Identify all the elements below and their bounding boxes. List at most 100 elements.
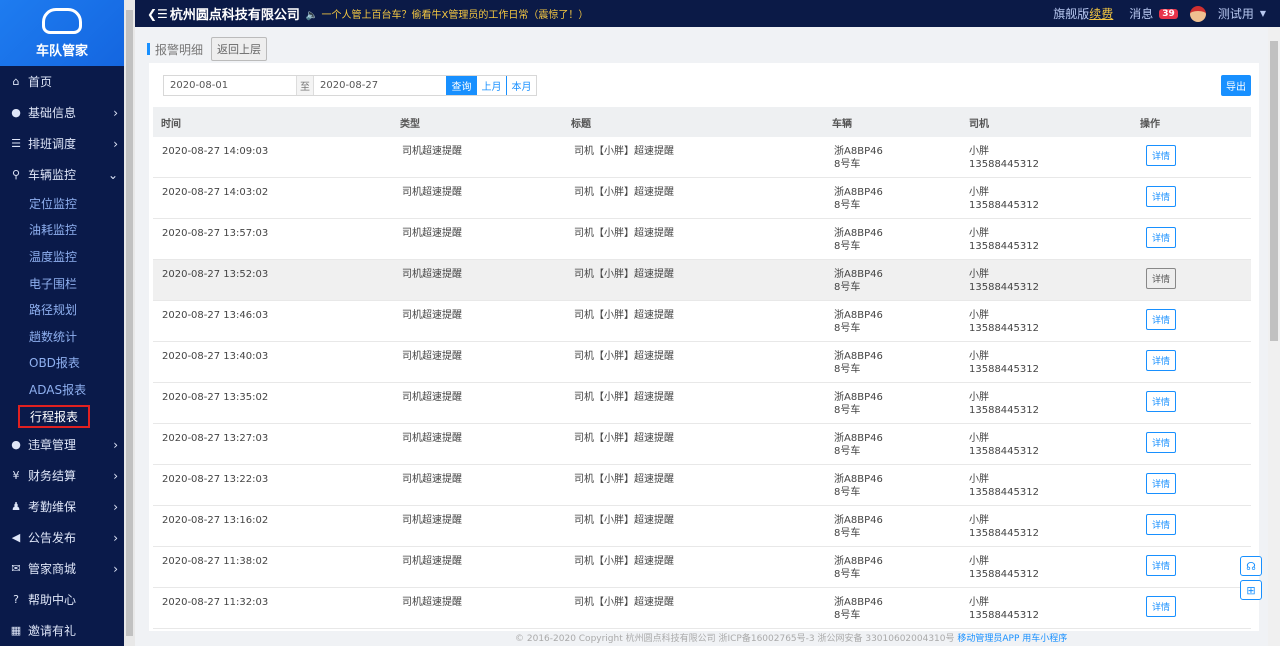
sidebar-subitem[interactable]: 温度监控 — [29, 249, 78, 264]
message-count-badge: 39 — [1159, 8, 1178, 19]
table-row[interactable]: 2020-08-27 13:40:03 司机超速提醒 司机【小胖】超速提醒 浙A… — [153, 342, 1251, 383]
sidebar-item[interactable]: ☰ 排班调度 › — [11, 136, 118, 152]
customer-service-button[interactable]: ☊ — [1240, 556, 1262, 576]
export-button[interactable]: 导出 — [1221, 75, 1251, 96]
renew-link[interactable]: 续费 — [1089, 7, 1114, 21]
brand-name: 车队管家 — [35, 43, 88, 59]
location-icon: ⚲ — [11, 168, 21, 181]
time-cell: 2020-08-27 13:46:03 — [162, 310, 269, 321]
logo[interactable]: 车队管家 — [0, 0, 124, 66]
sidebar-item[interactable]: ? 帮助中心 — [0, 584, 124, 615]
column-header: 车辆 — [832, 118, 852, 130]
sidebar-subitem[interactable]: ADAS报表 — [29, 382, 87, 397]
vehicle-cell: 浙A8BP46 8号车 — [834, 392, 883, 416]
alarm-table: 时间 类型 标题 车辆 司机 操作 2020-08-27 14:09:03 司机超速提醒 … — [153, 107, 1251, 629]
chevron-right-icon: › — [113, 136, 118, 151]
last-month-button[interactable]: 上月 — [476, 76, 506, 95]
gift-button[interactable]: ⊞ — [1240, 580, 1262, 600]
mini-program-link[interactable]: 用车小程序 — [1022, 634, 1068, 644]
gift-icon: ⊞ — [1246, 583, 1256, 597]
title-cell: 司机【小胖】超速提醒 — [574, 146, 674, 157]
details-button[interactable]: 详情 — [1146, 432, 1177, 453]
table-row[interactable]: 2020-08-27 13:52:03 司机超速提醒 司机【小胖】超速提醒 浙A… — [153, 260, 1251, 301]
chevron-right-icon: › — [113, 437, 118, 452]
time-cell: 2020-08-27 11:32:03 — [162, 597, 269, 608]
details-button[interactable]: 详情 — [1146, 186, 1177, 207]
sidebar-item[interactable]: ● 基础信息 › — [11, 105, 118, 121]
sidebar-subitem[interactable]: 路径规划 — [29, 303, 78, 318]
end-date-input[interactable] — [314, 76, 446, 95]
driver-cell: 小胖 13588445312 — [969, 228, 1039, 252]
details-button[interactable]: 详情 — [1146, 350, 1177, 371]
sidebar-item[interactable]: ● 违章管理 › — [11, 437, 118, 453]
table-row[interactable]: 2020-08-27 11:38:02 司机超速提醒 司机【小胖】超速提醒 浙A… — [153, 547, 1251, 588]
details-button[interactable]: 详情 — [1146, 473, 1177, 494]
sidebar-subitem[interactable]: 定位监控 — [29, 196, 78, 211]
sidebar-subitem[interactable]: OBD报表 — [29, 356, 80, 371]
time-cell: 2020-08-27 13:40:03 — [162, 351, 269, 362]
sidebar-item[interactable]: ¥ 财务结算 › — [0, 460, 124, 491]
sidebar-subitem[interactable]: 行程报表 — [0, 403, 124, 430]
sidebar-item[interactable]: ♟ 考勤维保 › — [11, 499, 118, 515]
table-row[interactable]: 2020-08-27 13:22:03 司机超速提醒 司机【小胖】超速提醒 浙A… — [153, 465, 1251, 506]
table-row[interactable]: 2020-08-27 14:09:03 司机超速提醒 司机【小胖】超速提醒 浙A… — [153, 137, 1251, 178]
vehicle-cell: 浙A8BP46 8号车 — [834, 310, 883, 334]
details-button[interactable]: 详情 — [1146, 514, 1177, 535]
details-button[interactable]: 详情 — [1146, 145, 1177, 166]
date-filter: 至 查询 上月 本月 — [163, 75, 537, 96]
this-month-button[interactable]: 本月 — [506, 76, 536, 95]
table-row[interactable]: 2020-08-27 13:46:03 司机超速提醒 司机【小胖】超速提醒 浙A… — [153, 301, 1251, 342]
details-button[interactable]: 详情 — [1146, 227, 1177, 248]
vehicle-cell: 浙A8BP46 8号车 — [834, 351, 883, 375]
column-header: 司机 — [969, 118, 989, 130]
sidebar-item[interactable]: ⚲ 车辆监控 ⌄ — [11, 167, 118, 183]
details-button[interactable]: 详情 — [1146, 555, 1177, 576]
driver-cell: 小胖 13588445312 — [969, 474, 1039, 498]
sidebar-item[interactable]: ✉ 管家商城 › — [11, 561, 118, 577]
sidebar-subitem[interactable]: 油耗监控 — [29, 223, 78, 238]
title-cell: 司机【小胖】超速提醒 — [574, 228, 674, 239]
table-row[interactable]: 2020-08-27 14:03:02 司机超速提醒 司机【小胖】超速提醒 浙A… — [153, 178, 1251, 219]
company-name: 杭州圆点科技有限公司 — [169, 8, 300, 23]
type-cell: 司机超速提醒 — [402, 228, 462, 239]
car-logo-icon — [42, 7, 82, 34]
details-button[interactable]: 详情 — [1146, 596, 1177, 617]
caret-down-icon[interactable]: ▼ — [1259, 9, 1266, 18]
table-row[interactable]: 2020-08-27 13:27:03 司机超速提醒 司机【小胖】超速提醒 浙A… — [153, 424, 1251, 465]
sidebar-scrollbar[interactable] — [124, 0, 135, 646]
details-button[interactable]: 详情 — [1146, 391, 1177, 412]
sidebar-subitem[interactable]: 电子围栏 — [29, 276, 78, 291]
driver-cell: 小胖 13588445312 — [969, 310, 1039, 334]
back-button[interactable]: 返回上层 — [211, 37, 268, 61]
driver-cell: 小胖 13588445312 — [969, 433, 1039, 457]
details-button[interactable]: 详情 — [1146, 309, 1177, 330]
sidebar-item[interactable]: ◀ 公告发布 › — [11, 530, 118, 546]
time-cell: 2020-08-27 13:35:02 — [162, 392, 269, 403]
start-date-input[interactable] — [164, 76, 296, 95]
type-cell: 司机超速提醒 — [402, 556, 462, 567]
details-button[interactable]: 详情 — [1146, 268, 1177, 289]
chevron-right-icon: › — [113, 468, 118, 483]
table-row[interactable]: 2020-08-27 13:57:03 司机超速提醒 司机【小胖】超速提醒 浙A… — [153, 219, 1251, 260]
collapse-menu-icon[interactable]: ❮☰ — [147, 6, 168, 21]
user-menu[interactable]: 测试用 — [1217, 7, 1254, 21]
query-button[interactable]: 查询 — [446, 76, 476, 95]
table-row[interactable]: 2020-08-27 13:16:02 司机超速提醒 司机【小胖】超速提醒 浙A… — [153, 506, 1251, 547]
title-cell: 司机【小胖】超速提醒 — [574, 597, 674, 608]
vehicle-cell: 浙A8BP46 8号车 — [834, 515, 883, 539]
notice-link[interactable]: 🔈 一个人管上百台车？偷看牛X管理员的工作日常（震惊了！） — [305, 10, 589, 21]
type-cell: 司机超速提醒 — [402, 392, 462, 403]
admin-app-link[interactable]: 移动管理员APP — [957, 634, 1020, 644]
sidebar-item[interactable]: ▦ 邀请有礼 — [10, 624, 77, 639]
table-row[interactable]: 2020-08-27 11:32:03 司机超速提醒 司机【小胖】超速提醒 浙A… — [153, 588, 1251, 629]
page-scrollbar[interactable] — [1268, 27, 1280, 646]
sidebar-item[interactable]: ⌂ 首页 — [0, 66, 124, 97]
sliders-icon: ☰ — [11, 137, 21, 150]
sidebar-subitem[interactable]: 趟数统计 — [29, 329, 78, 344]
table-row[interactable]: 2020-08-27 13:35:02 司机超速提醒 司机【小胖】超速提醒 浙A… — [153, 383, 1251, 424]
avatar[interactable] — [1189, 5, 1206, 22]
time-cell: 2020-08-27 14:03:02 — [162, 187, 269, 198]
title-cell: 司机【小胖】超速提醒 — [574, 187, 674, 198]
range-separator: 至 — [296, 76, 314, 95]
messages-link[interactable]: 消息 — [1129, 7, 1154, 21]
